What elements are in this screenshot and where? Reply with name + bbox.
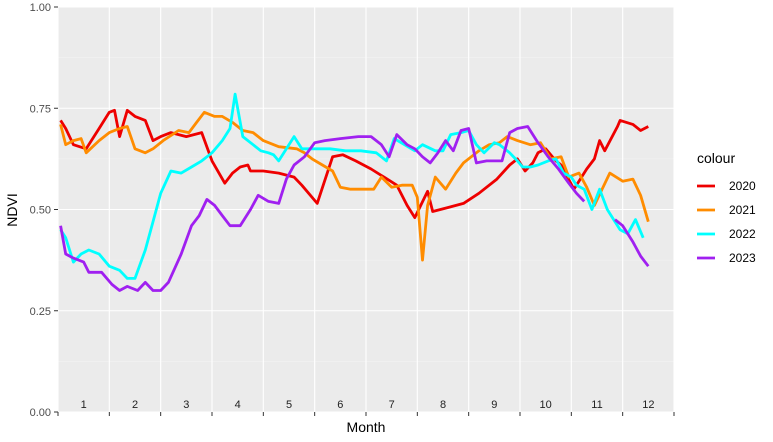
y-tick-label: 0.25 [30,306,51,318]
month-label: 7 [389,399,395,411]
month-label: 2 [132,399,138,411]
x-axis-ticks [57,412,675,416]
legend-title: colour [697,150,735,166]
month-label: 8 [440,399,446,411]
y-tick-label: 0.50 [30,205,51,217]
month-label: 3 [183,399,189,411]
month-label: 1 [81,399,87,411]
series-line-2022 [59,92,645,280]
legend-label-2023: 2023 [729,251,756,265]
legend-label-2020: 2020 [729,179,756,193]
month-label: 11 [591,399,602,411]
series-line-2023 [614,218,650,268]
month-label: 6 [337,399,343,411]
y-tick-label: 0.75 [30,103,51,115]
y-axis: 0.00 0.25 0.50 0.75 1.00 [30,2,58,419]
y-tick-label: 1.00 [30,2,51,14]
series-line-2023 [59,125,586,292]
legend-label-2022: 2022 [729,227,756,241]
legend: colour 2020 2021 2022 2023 [695,150,756,269]
y-tick-label: 0.00 [30,407,51,419]
series-layer [59,92,650,292]
month-label: 9 [491,399,497,411]
month-label: 4 [235,399,241,411]
month-label: 5 [286,399,292,411]
y-axis-title: NDVI [4,193,20,226]
x-axis-title: Month [347,419,386,435]
month-label: 12 [642,399,654,411]
month-labels: 1 2 3 4 5 6 7 8 9 10 11 12 [81,399,655,411]
month-label: 10 [540,399,552,411]
legend-label-2021: 2021 [729,203,756,217]
